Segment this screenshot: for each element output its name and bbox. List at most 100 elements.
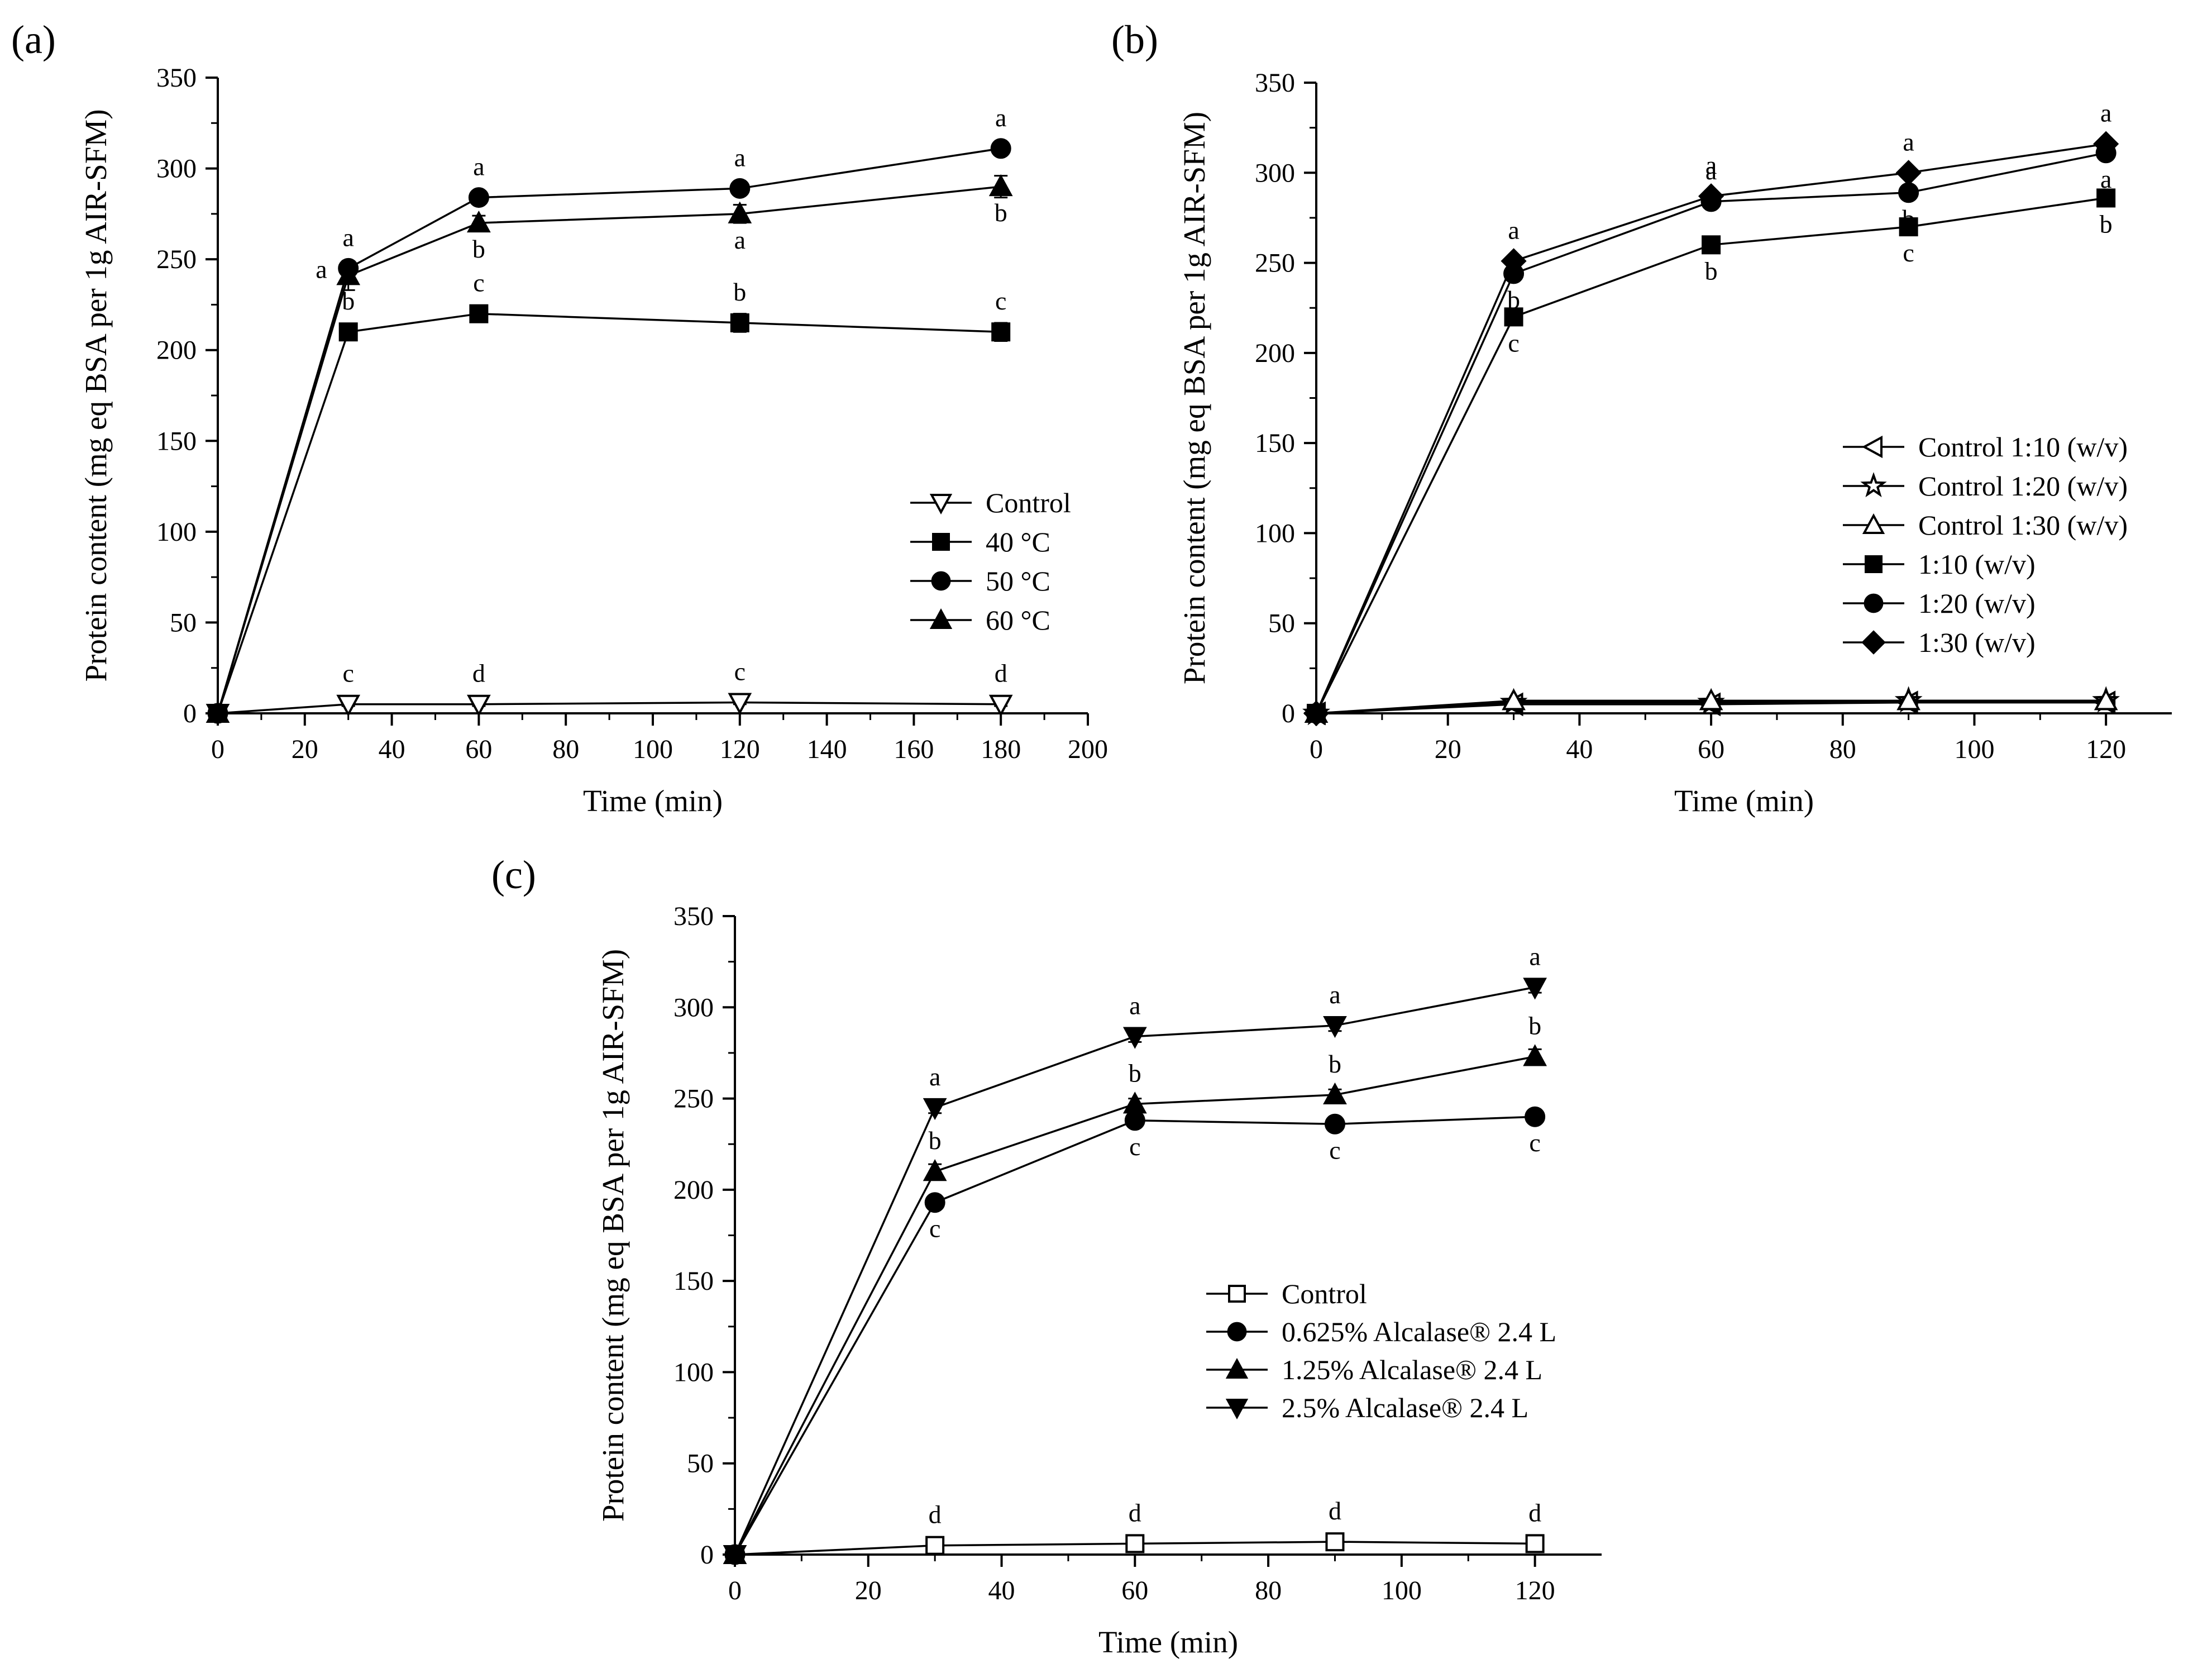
data-point — [1896, 688, 1920, 711]
significance-letter: c — [1529, 1128, 1540, 1157]
significance-letter: c — [734, 657, 746, 685]
data-point — [988, 174, 1013, 197]
data-point — [2093, 131, 2119, 157]
x-tick-label: 200 — [1068, 735, 1108, 764]
series-line — [217, 701, 1001, 714]
data-point — [469, 304, 489, 323]
legend-marker — [1228, 1285, 1246, 1303]
series-3: b b b b — [723, 1011, 1547, 1564]
x-tick-label: 80 — [1255, 1576, 1282, 1605]
significance-letter: a — [2100, 165, 2111, 193]
significance-letter: d — [995, 659, 1007, 688]
data-point — [467, 694, 491, 717]
data-point — [729, 178, 751, 199]
x-tick-label: 100 — [1954, 735, 1994, 764]
legend: Control 0.625% Alcalase® 2.4 L 1.25% Alcal… — [1206, 1278, 1556, 1423]
y-tick-label: 250 — [673, 1084, 714, 1114]
data-point — [336, 694, 361, 717]
data-point — [923, 1159, 947, 1181]
data-point — [923, 1098, 947, 1121]
significance-letter: c — [929, 1214, 940, 1243]
x-tick-label: 160 — [894, 735, 934, 764]
x-tick-label: 40 — [988, 1576, 1015, 1605]
significance-letter: a — [2100, 99, 2111, 127]
series-3: aa aa — [207, 103, 1011, 724]
legend-marker — [929, 494, 953, 514]
legend-marker — [1227, 1322, 1247, 1342]
legend-label: 40 °C — [986, 526, 1050, 557]
y-tick-label: 50 — [170, 608, 197, 637]
data-point — [728, 201, 752, 223]
significance-letter: a — [1705, 156, 1717, 185]
legend-marker — [932, 533, 950, 551]
legend-label: Control — [1282, 1278, 1367, 1309]
data-point — [1501, 248, 1527, 274]
data-point — [2096, 188, 2116, 208]
legend-marker — [929, 608, 953, 629]
significance-letter: d — [1129, 1498, 1141, 1527]
significance-letter: a — [929, 1062, 940, 1091]
legend: Control 1:10 (w/v) Control 1:20 (w/v) Cont… — [1843, 431, 2128, 658]
series-line — [217, 185, 1001, 714]
y-tick-label: 200 — [156, 336, 197, 365]
significance-letter: a — [342, 223, 353, 251]
legend-label: Control 1:30 (w/v) — [1918, 509, 2128, 541]
significance-letter: c — [342, 659, 353, 688]
data-point — [1124, 1110, 1145, 1131]
x-tick-label: 20 — [292, 735, 318, 764]
data-point — [1523, 978, 1547, 1000]
x-tick-label: 0 — [211, 735, 224, 764]
data-point — [206, 700, 230, 723]
x-tick-label: 180 — [981, 735, 1021, 764]
data-point — [1702, 235, 1721, 255]
significance-letter: d — [1329, 1496, 1341, 1525]
y-tick-label: 100 — [1255, 518, 1295, 548]
data-point — [1898, 182, 1919, 203]
legend-marker — [1862, 513, 1885, 534]
significance-letter: a — [1329, 980, 1340, 1009]
significance-letter: c — [473, 269, 484, 297]
data-point — [991, 322, 1011, 342]
legend-label: Control — [986, 487, 1071, 518]
legend-label: 1.25% Alcalase® 2.4 L — [1282, 1354, 1542, 1385]
significance-letter: a — [734, 226, 746, 254]
significance-letter: d — [472, 659, 485, 688]
x-tick-label: 120 — [1515, 1576, 1555, 1605]
x-tick-label: 60 — [1121, 1576, 1148, 1605]
data-point — [1698, 183, 1724, 209]
data-point — [338, 322, 358, 342]
panel-label: (a) — [11, 17, 56, 62]
y-tick-label: 350 — [1255, 68, 1295, 98]
data-point — [1303, 700, 1330, 727]
y-tick-label: 0 — [1282, 699, 1295, 728]
y-tick-label: 250 — [1255, 249, 1295, 278]
significance-letter: c — [1508, 328, 1519, 357]
series-4: ab ab — [206, 174, 1013, 723]
significance-letter: a — [1129, 992, 1140, 1020]
significance-letter: c — [1129, 1132, 1140, 1161]
y-tick-label: 150 — [673, 1266, 714, 1296]
data-point — [1122, 1027, 1147, 1049]
x-tick-label: 100 — [1382, 1576, 1422, 1605]
data-point — [1325, 1532, 1345, 1552]
significance-letter: b — [472, 235, 485, 263]
legend: Control 40 °C 50 °C 60 °C — [910, 487, 1071, 636]
data-point — [1699, 688, 1723, 711]
significance-letter: c — [995, 287, 1006, 315]
y-tick-label: 300 — [156, 154, 197, 184]
significance-letter: c — [1329, 1136, 1340, 1164]
significance-letter: a — [1508, 216, 1519, 244]
y-tick-label: 100 — [156, 517, 197, 547]
y-axis-title: Protein content (mg eq BSA per 1g AIR-SF… — [596, 949, 630, 1522]
legend-label: 1:10 (w/v) — [1918, 549, 2036, 580]
series-line — [217, 147, 1001, 714]
legend-label: Control 1:10 (w/v) — [1918, 431, 2128, 463]
significance-letter: b — [2100, 209, 2113, 238]
x-tick-label: 60 — [465, 735, 492, 764]
significance-letter: b — [1329, 1050, 1341, 1078]
series-3 — [1304, 688, 2118, 723]
data-point — [1125, 1534, 1145, 1553]
series-6: a a a a — [1303, 99, 2119, 727]
